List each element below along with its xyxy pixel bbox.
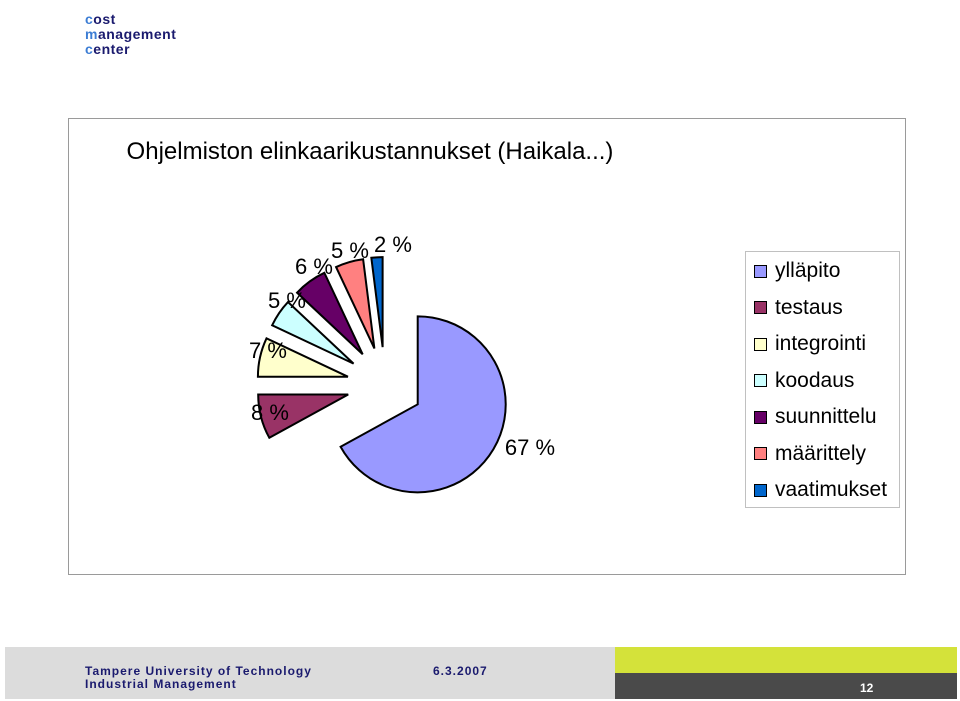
pie-slice-suunnittelu bbox=[295, 271, 364, 355]
data-label-suunnittelu: 6 % bbox=[295, 254, 333, 279]
legend-item-testaus: testaus bbox=[754, 293, 843, 323]
legend-swatch bbox=[754, 264, 767, 278]
cost-management-center-logo: cost management center bbox=[85, 11, 177, 57]
page-number: 12 bbox=[860, 681, 874, 695]
data-label-koodaus: 5 % bbox=[268, 288, 306, 313]
pie-slice-koodaus bbox=[270, 300, 355, 365]
legend-swatch bbox=[754, 301, 767, 314]
footer-university: Tampere University of Technology bbox=[85, 664, 312, 678]
legend-swatch bbox=[754, 410, 767, 424]
footer-accent-bar bbox=[615, 647, 957, 673]
legend-item-vaatimukset: vaatimukset bbox=[754, 475, 887, 505]
legend-swatch bbox=[754, 374, 767, 387]
pie-slice-määrittely bbox=[334, 258, 376, 349]
legend-label: testaus bbox=[775, 295, 843, 319]
pie-slice-integrointi bbox=[256, 337, 349, 378]
legend-item-koodaus: koodaus bbox=[754, 366, 854, 396]
legend-item-ylläpito: ylläpito bbox=[754, 256, 840, 286]
data-label-testaus: 8 % bbox=[251, 400, 289, 425]
pie-slice-ylläpito bbox=[339, 315, 507, 494]
legend-swatch bbox=[754, 483, 767, 497]
legend-label: integrointi bbox=[775, 332, 867, 355]
legend-label: koodaus bbox=[775, 368, 855, 392]
legend-label: ylläpito bbox=[775, 259, 841, 282]
legend-item-integrointi: integrointi bbox=[754, 329, 866, 359]
data-label-määrittely: 5 % bbox=[331, 238, 369, 263]
legend-item-määrittely: määrittely bbox=[754, 439, 866, 469]
chart-title: Ohjelmiston elinkaarikustannukset (Haika… bbox=[126, 138, 614, 165]
footer-department: Industrial Management bbox=[85, 677, 237, 691]
pie-slice-vaatimukset bbox=[370, 256, 384, 348]
legend-item-suunnittelu: suunnittelu bbox=[754, 402, 877, 432]
legend-label: vaatimukset bbox=[775, 478, 888, 501]
legend-label: määrittely bbox=[775, 441, 867, 465]
pie-slice-testaus bbox=[257, 393, 349, 440]
legend-swatch bbox=[754, 447, 767, 460]
legend-label: suunnittelu bbox=[775, 405, 877, 428]
footer-bar bbox=[5, 647, 615, 699]
chart-legend: ylläpito testaus integrointi koodaus suunnit… bbox=[745, 251, 900, 508]
data-label-ylläpito: 67 % bbox=[505, 435, 555, 460]
legend-swatch bbox=[754, 337, 767, 351]
data-label-integrointi: 7 % bbox=[249, 338, 287, 363]
data-label-vaatimukset: 2 % bbox=[374, 232, 412, 257]
footer-page-bar bbox=[615, 673, 957, 699]
footer-date: 6.3.2007 bbox=[433, 664, 488, 678]
